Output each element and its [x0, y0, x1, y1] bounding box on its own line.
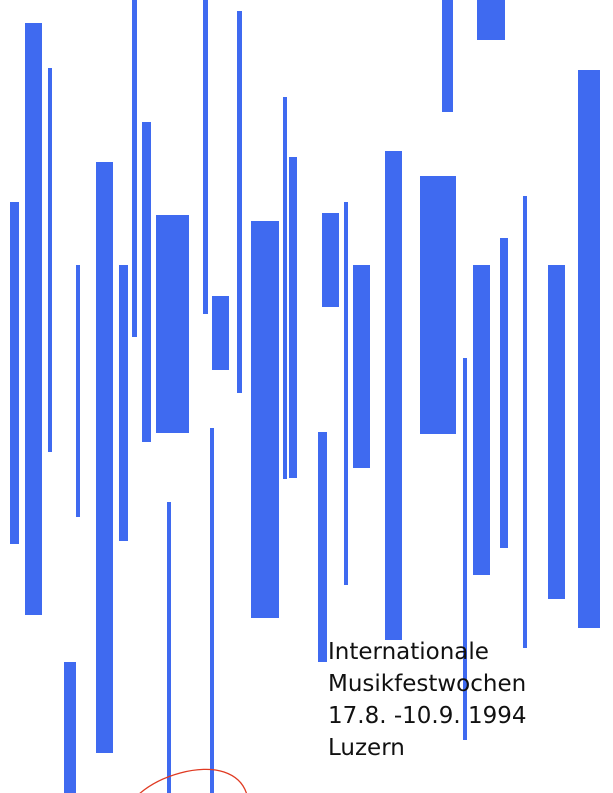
bar	[167, 502, 171, 793]
bar	[477, 0, 505, 40]
bar	[289, 157, 297, 478]
bar	[64, 662, 76, 793]
title-line-2: Musikfestwochen	[328, 671, 527, 697]
bar	[442, 0, 453, 112]
bar	[578, 70, 600, 628]
bar	[473, 265, 490, 575]
bar	[318, 432, 327, 662]
bar	[76, 265, 80, 517]
date-line: 17.8. -10.9. 1994	[328, 703, 527, 729]
bar	[237, 11, 242, 393]
bar	[25, 23, 42, 615]
bar	[500, 238, 508, 548]
bar	[353, 265, 370, 468]
bar	[156, 215, 189, 433]
bar	[142, 122, 151, 442]
bar	[251, 221, 279, 618]
bar	[344, 202, 348, 585]
bar	[96, 162, 113, 753]
bar	[48, 68, 52, 452]
location-line: Luzern	[328, 735, 405, 761]
bar	[210, 428, 214, 793]
bar	[322, 213, 339, 307]
arc-stroke	[139, 768, 248, 793]
bar	[385, 151, 402, 640]
bar	[119, 265, 128, 541]
bar	[283, 97, 287, 479]
bar	[212, 296, 229, 370]
title-line-1: Internationale	[328, 639, 489, 665]
bar	[10, 202, 19, 544]
bar	[203, 0, 208, 314]
poster-title-block: Internationale Musikfestwochen 17.8. -10…	[328, 636, 527, 764]
bar	[132, 0, 137, 337]
bar	[463, 358, 467, 740]
bar	[420, 176, 456, 434]
bar	[548, 265, 565, 599]
bar	[523, 196, 527, 648]
